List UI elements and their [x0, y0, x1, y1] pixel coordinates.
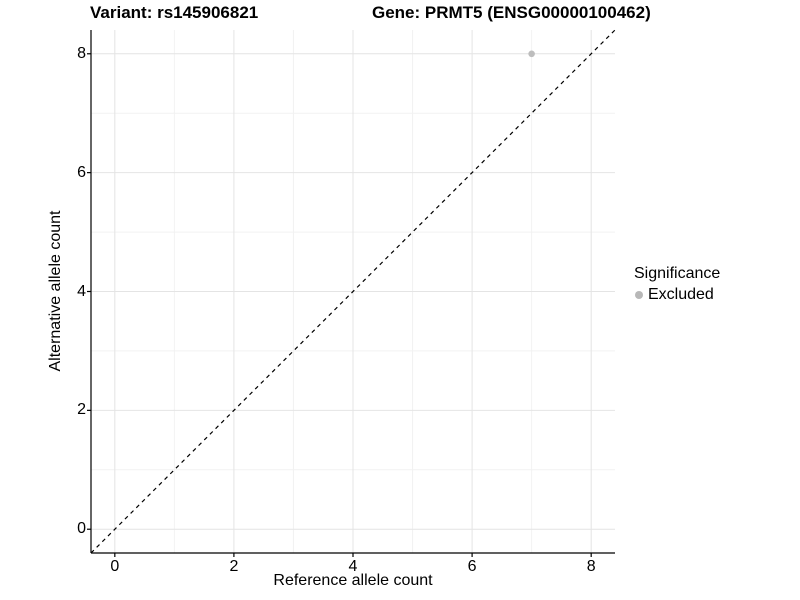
identity-dashed-line [90, 29, 616, 554]
x-tick-label: 0 [110, 558, 120, 575]
x-tick-label: 6 [467, 558, 477, 575]
x-axis-title: Reference allele count [273, 572, 433, 589]
plot-title-gene: Gene: PRMT5 (ENSG00000100462) [372, 3, 651, 22]
legend: Significance Excluded [634, 265, 720, 304]
x-tick-label: 4 [348, 558, 358, 575]
legend-item: Excluded [635, 286, 720, 304]
x-tick-label: 8 [586, 558, 596, 575]
legend-title: Significance [634, 265, 721, 282]
legend-items: Excluded [634, 286, 720, 304]
y-tick-label: 8 [77, 44, 86, 62]
x-tick-label: 2 [229, 558, 239, 575]
legend-key-dot-icon [635, 291, 643, 299]
y-tick-label: 2 [77, 401, 86, 419]
y-axis-title: Alternative allele count [47, 210, 64, 372]
legend-item-label: Excluded [648, 286, 714, 303]
y-tick-label: 6 [77, 163, 86, 181]
plot-title-variant: Variant: rs145906821 [90, 3, 259, 22]
data-point [528, 50, 535, 58]
y-tick-label: 4 [77, 282, 86, 300]
y-tick-label: 0 [77, 520, 86, 538]
